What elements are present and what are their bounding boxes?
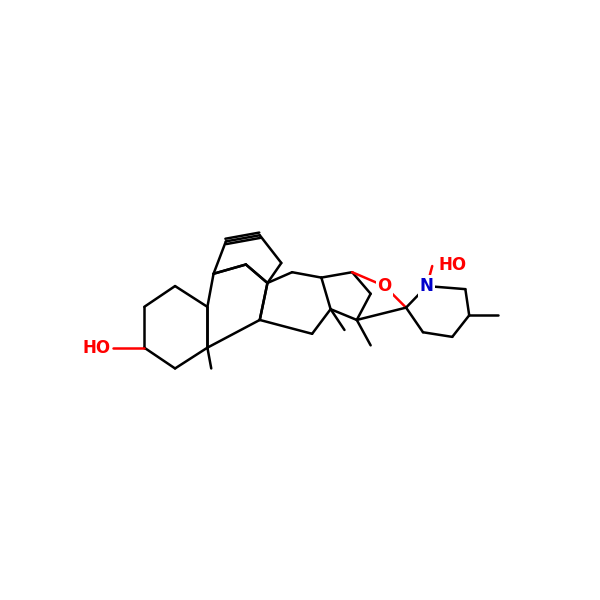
Text: O: O (377, 277, 392, 295)
Text: HO: HO (82, 338, 110, 356)
Text: N: N (420, 277, 434, 295)
Text: HO: HO (439, 256, 467, 274)
